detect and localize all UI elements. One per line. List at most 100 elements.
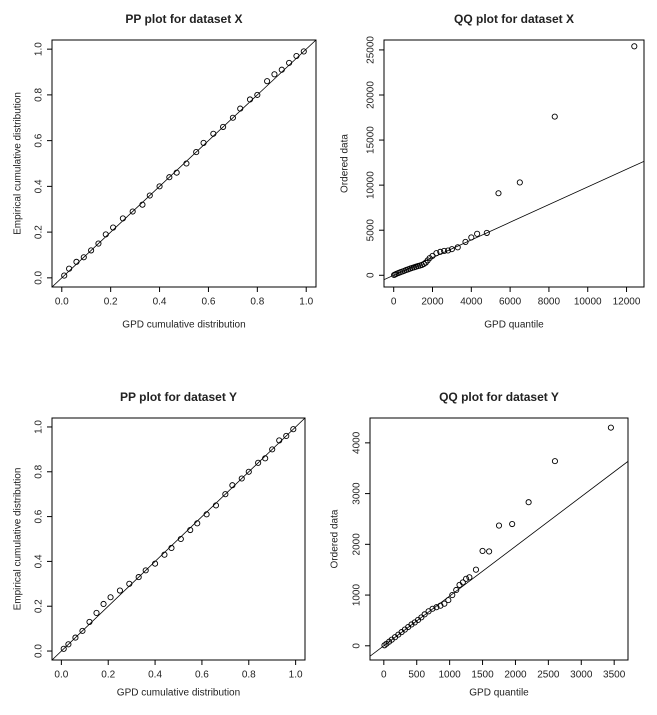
x-tick-label: 0.8	[250, 297, 264, 308]
point	[116, 587, 123, 594]
y-axis-label: Ordered data	[330, 509, 341, 568]
point	[254, 91, 261, 98]
x-tick-label: 8000	[538, 297, 561, 308]
x-tick-label: 1.0	[299, 297, 313, 308]
point	[631, 43, 638, 50]
plot-box	[383, 39, 645, 288]
panel: QQ plot for dataset Y GPD quantile Ordered…	[330, 390, 629, 699]
point	[102, 231, 109, 238]
y-tick-label: 4000	[352, 431, 363, 454]
point	[126, 580, 133, 587]
x-tick-label: 0.0	[55, 297, 69, 308]
point	[441, 247, 448, 254]
x-tick-label: 0	[381, 670, 387, 681]
point	[220, 123, 227, 130]
point	[229, 114, 236, 121]
point	[459, 579, 466, 586]
point	[454, 244, 461, 251]
point	[486, 548, 493, 555]
x-tick-label: 0.6	[201, 297, 215, 308]
y-tick-label: 0.2	[34, 599, 45, 613]
chart-title: QQ plot for dataset X	[454, 12, 574, 26]
point	[525, 499, 532, 506]
point	[445, 597, 452, 604]
x-axis-label: GPD cumulative distribution	[122, 320, 245, 331]
point	[187, 526, 194, 534]
y-tick-label: 0.4	[34, 179, 45, 193]
y-tick-label: 0.0	[34, 644, 45, 658]
x-axis-label: GPD quantile	[469, 688, 529, 699]
x-tick-label: 0.2	[101, 670, 115, 681]
point	[278, 66, 285, 73]
x-tick-label: 0.6	[195, 670, 209, 681]
x-tick-label: 12000	[613, 297, 641, 308]
point	[472, 566, 480, 573]
point	[429, 605, 436, 612]
x-axis-label: GPD cumulative distribution	[117, 688, 240, 699]
y-tick-label: 0.8	[34, 464, 45, 478]
point	[453, 586, 460, 594]
x-axis-label: GPD quantile	[484, 320, 544, 331]
point	[437, 248, 444, 255]
point	[88, 247, 95, 254]
point	[139, 201, 146, 208]
point	[135, 574, 142, 581]
x-tick-label: 4000	[460, 297, 483, 308]
panel: PP plot for dataset Y GPD cumulative dist…	[13, 390, 306, 699]
point	[210, 130, 217, 137]
point	[72, 634, 79, 641]
point	[283, 432, 290, 439]
point	[193, 149, 200, 156]
point	[66, 265, 73, 272]
point	[200, 139, 207, 146]
point	[495, 522, 503, 529]
chart-title: PP plot for dataset Y	[120, 390, 237, 404]
y-tick-label: 10000	[366, 171, 377, 199]
x-tick-label: 2000	[421, 297, 444, 308]
point	[110, 224, 117, 231]
point	[607, 424, 614, 431]
x-tick-label: 0.4	[153, 297, 167, 308]
point	[418, 614, 425, 621]
y-tick-label: 0.6	[34, 509, 45, 523]
point	[95, 240, 102, 247]
point	[293, 52, 300, 60]
point	[444, 247, 452, 254]
y-tick-label: 0	[352, 643, 363, 649]
y-tick-label: 1.0	[34, 420, 45, 434]
x-tick-label: 1.0	[289, 670, 303, 681]
x-tick-label: 6000	[499, 297, 522, 308]
panel: QQ plot for dataset X GPD quantile Ordered…	[340, 12, 645, 331]
y-tick-label: 3000	[352, 482, 363, 505]
plot-box	[369, 417, 629, 661]
y-axis-label: Empirical cumulative distribution	[13, 92, 24, 235]
x-tick-label: 1000	[439, 670, 462, 681]
point	[516, 179, 523, 186]
point	[246, 96, 254, 103]
y-tick-label: 0.6	[34, 133, 45, 147]
point	[495, 190, 502, 197]
point	[65, 641, 72, 648]
point	[79, 627, 86, 634]
x-tick-label: 1500	[471, 670, 494, 681]
point	[479, 547, 486, 554]
point	[229, 482, 236, 489]
point	[61, 272, 68, 279]
point	[290, 426, 297, 433]
point	[80, 254, 87, 261]
point	[166, 174, 173, 181]
point	[238, 475, 245, 482]
point	[551, 458, 558, 465]
point	[551, 113, 558, 120]
point	[156, 183, 163, 190]
point	[433, 250, 440, 257]
point	[474, 230, 481, 237]
point	[237, 105, 244, 112]
reference-line	[370, 461, 628, 657]
x-tick-label: 3000	[570, 670, 593, 681]
y-tick-label: 0.0	[34, 270, 45, 284]
x-tick-label: 10000	[574, 297, 602, 308]
point	[264, 78, 271, 85]
y-tick-label: 1000	[352, 584, 363, 607]
